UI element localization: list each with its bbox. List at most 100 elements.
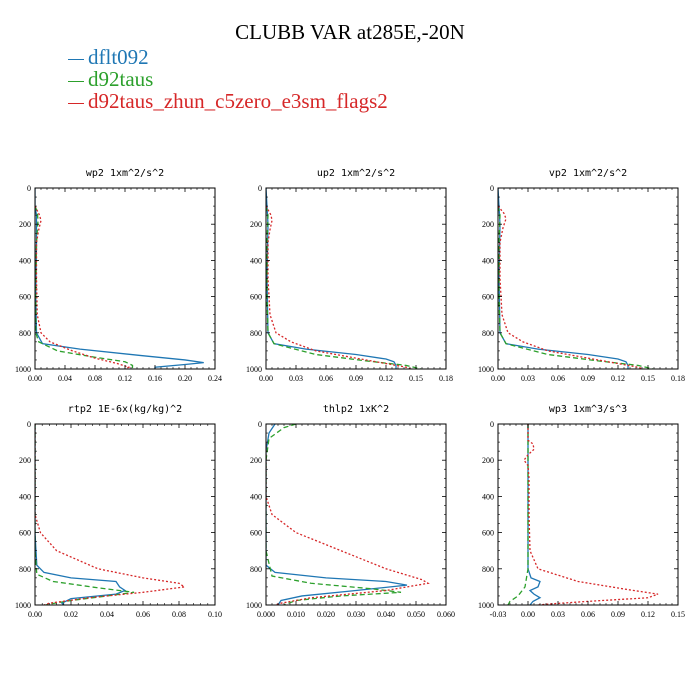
x-tick-label: 0.24 <box>208 374 222 383</box>
y-tick-label: 800 <box>19 565 31 574</box>
x-tick-label: 0.03 <box>289 374 303 383</box>
x-tick-label: 0.050 <box>407 610 425 619</box>
x-tick-label: 0.09 <box>611 610 625 619</box>
x-tick-label: 0.12 <box>379 374 393 383</box>
y-tick-label: 600 <box>482 529 494 538</box>
y-tick-label: 200 <box>19 220 31 229</box>
panel-title: rtp2 1E-6x(kg/kg)^2 <box>68 404 182 415</box>
y-tick-label: 600 <box>250 529 262 538</box>
x-tick-label: 0.16 <box>148 374 162 383</box>
x-tick-label: 0.09 <box>349 374 363 383</box>
x-tick-label: 0.04 <box>58 374 72 383</box>
x-tick-label: 0.00 <box>259 374 273 383</box>
series-line-dflt092 <box>35 424 127 605</box>
x-tick-label: -0.03 <box>490 610 507 619</box>
panel-title: wp3 1xm^3/s^3 <box>549 404 627 415</box>
y-tick-label: 1000 <box>15 365 31 374</box>
chart-panel: thlp2 1xK^2 0.000 0.010 0.020 0.030 0.040 0.05… <box>246 404 455 619</box>
series-line-d92taus_zhun_c5zero_e3sm_flags2 <box>35 205 131 369</box>
y-tick-label: 400 <box>19 256 31 265</box>
series-line-dflt092 <box>35 188 204 369</box>
y-tick-label: 1000 <box>246 601 262 610</box>
x-tick-label: 0.18 <box>671 374 685 383</box>
chart-panel: wp2 1xm^2/s^2 0.00 0.04 0.08 0.12 0.16 0.20 0.2… <box>15 168 222 383</box>
y-tick-label: 200 <box>482 456 494 465</box>
series-line-d92taus <box>35 424 135 605</box>
x-tick-label: 0.020 <box>317 610 335 619</box>
y-tick-label: 0 <box>258 420 262 429</box>
x-tick-label: 0.06 <box>319 374 333 383</box>
plot-frame <box>34 423 216 606</box>
series-line-d92taus_zhun_c5zero_e3sm_flags2 <box>266 205 412 369</box>
x-tick-label: 0.18 <box>439 374 453 383</box>
x-tick-label: 0.04 <box>100 610 114 619</box>
y-tick-label: 200 <box>482 220 494 229</box>
series-line-d92taus_zhun_c5zero_e3sm_flags2 <box>498 205 644 369</box>
y-tick-label: 1000 <box>478 365 494 374</box>
panel-title: up2 1xm^2/s^2 <box>317 168 395 179</box>
plot-frame <box>265 187 447 370</box>
x-tick-label: 0.15 <box>671 610 685 619</box>
y-tick-label: 0 <box>258 184 262 193</box>
x-tick-label: 0.000 <box>257 610 275 619</box>
series-line-d92taus <box>35 205 134 369</box>
y-tick-label: 800 <box>482 329 494 338</box>
x-tick-label: 0.06 <box>136 610 150 619</box>
y-tick-label: 0 <box>490 420 494 429</box>
x-tick-label: 0.040 <box>377 610 395 619</box>
x-tick-label: 0.12 <box>611 374 625 383</box>
legend-label: dflt092 <box>88 45 149 69</box>
chart-panel: rtp2 1E-6x(kg/kg)^2 0.00 0.02 0.04 0.06 0.08 0… <box>15 404 222 619</box>
x-tick-label: 0.09 <box>581 374 595 383</box>
chart-panel: wp3 1xm^3/s^3 -0.03 0.00 0.03 0.06 0.09 0.12 0.… <box>478 404 685 619</box>
series-line-d92taus_zhun_c5zero_e3sm_flags2 <box>35 424 187 605</box>
y-tick-label: 600 <box>19 293 31 302</box>
plot-frame <box>34 187 216 370</box>
series-line-d92taus_zhun_c5zero_e3sm_flags2 <box>266 442 430 605</box>
series-line-dflt092 <box>498 188 629 369</box>
chart-panel: vp2 1xm^2/s^2 0.00 0.03 0.06 0.09 0.12 0.15 0.1… <box>478 168 685 383</box>
y-tick-label: 400 <box>482 492 494 501</box>
x-tick-label: 0.08 <box>172 610 186 619</box>
plot-frame <box>497 423 679 606</box>
x-tick-label: 0.03 <box>551 610 565 619</box>
y-tick-label: 800 <box>250 565 262 574</box>
x-tick-label: 0.03 <box>521 374 535 383</box>
y-tick-label: 0 <box>490 184 494 193</box>
x-tick-label: 0.00 <box>28 374 42 383</box>
series-line-dflt092 <box>266 188 397 369</box>
y-tick-label: 400 <box>250 492 262 501</box>
chart-panel: up2 1xm^2/s^2 0.00 0.03 0.06 0.09 0.12 0.15 0.1… <box>246 168 453 383</box>
x-tick-label: 0.00 <box>491 374 505 383</box>
legend-entry-dflt092: dflt092 <box>68 46 149 68</box>
y-tick-label: 800 <box>19 329 31 338</box>
x-tick-label: 0.060 <box>437 610 455 619</box>
y-tick-label: 400 <box>19 492 31 501</box>
legend-label: d92taus <box>88 67 154 91</box>
y-tick-label: 600 <box>19 529 31 538</box>
legend-entry-d92taus: d92taus <box>68 68 153 90</box>
y-tick-label: 1000 <box>15 601 31 610</box>
y-tick-label: 800 <box>482 565 494 574</box>
plot-frame <box>497 187 679 370</box>
y-tick-label: 200 <box>250 220 262 229</box>
y-tick-label: 400 <box>250 256 262 265</box>
y-tick-label: 400 <box>482 256 494 265</box>
y-tick-label: 200 <box>250 456 262 465</box>
x-tick-label: 0.00 <box>521 610 535 619</box>
x-tick-label: 0.20 <box>178 374 192 383</box>
y-tick-label: 0 <box>27 420 31 429</box>
x-tick-label: 0.06 <box>551 374 565 383</box>
series-line-d92taus <box>266 205 422 369</box>
y-tick-label: 1000 <box>478 601 494 610</box>
panel-title: wp2 1xm^2/s^2 <box>86 168 164 179</box>
x-tick-label: 0.010 <box>287 610 305 619</box>
legend-swatch <box>68 102 84 104</box>
legend-swatch <box>68 58 84 60</box>
x-tick-label: 0.030 <box>347 610 365 619</box>
series-line-dflt092 <box>266 424 408 605</box>
x-tick-label: 0.12 <box>641 610 655 619</box>
y-tick-label: 1000 <box>246 365 262 374</box>
series-line-d92taus <box>498 205 654 369</box>
